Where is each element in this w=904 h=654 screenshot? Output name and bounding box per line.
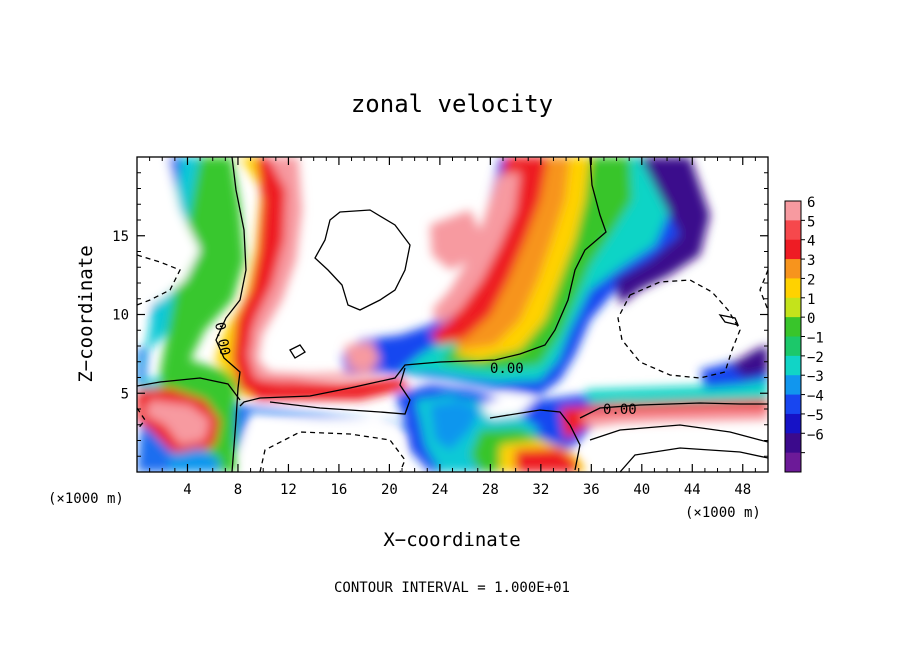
x-axis: 4 8 12 16 20 24 28 32 36 40 44 48 xyxy=(149,157,756,498)
colorbar-swatch xyxy=(785,297,801,318)
x-unit-right: (×1000 m) xyxy=(685,505,761,521)
colorbar-swatch xyxy=(785,259,801,279)
x-tick-label: 40 xyxy=(633,482,650,498)
contour-neg-left xyxy=(137,254,181,306)
contour-zero-mid xyxy=(269,367,411,415)
x-tick-label: 4 xyxy=(183,482,191,498)
contour-label-3: 0.00 xyxy=(211,321,233,357)
contour-zero-left xyxy=(215,157,247,472)
colorbar-label: −3 xyxy=(807,369,824,385)
colorbar: 6 5 4 3 2 1 0 −1 −2 −3 −4 −5 −6 xyxy=(784,195,824,473)
heatmap-field xyxy=(137,157,768,472)
colorbar-label: −1 xyxy=(807,331,824,347)
contour-zero-left-lower xyxy=(137,377,241,401)
colorbar-label: −4 xyxy=(807,389,824,405)
colorbar-label: 0 xyxy=(807,311,815,327)
x-tick-label: 36 xyxy=(583,482,600,498)
colorbar-swatch xyxy=(785,375,801,396)
x-tick-label: 12 xyxy=(280,482,297,498)
colorbar-swatch xyxy=(785,394,801,415)
colorbar-swatch xyxy=(785,220,801,241)
contour-interval-footer: CONTOUR INTERVAL = 1.000E+01 xyxy=(334,580,570,596)
colorbar-swatch xyxy=(785,239,801,260)
colorbar-swatch xyxy=(785,433,801,454)
colorbar-label: −5 xyxy=(807,408,824,424)
colorbar-swatch xyxy=(785,278,801,299)
colorbar-label: −6 xyxy=(807,427,824,443)
chart-title: zonal velocity xyxy=(351,90,553,118)
contour-zero-upper xyxy=(239,157,607,407)
colorbar-swatch xyxy=(785,317,801,337)
colorbar-label: −2 xyxy=(807,350,824,366)
contour-zero-right xyxy=(579,402,768,419)
x-tick-label: 44 xyxy=(684,482,701,498)
x-tick-label: 24 xyxy=(431,482,448,498)
contour-lines xyxy=(137,157,768,472)
contour-neg-right xyxy=(617,279,741,379)
colorbar-label: 6 xyxy=(807,195,815,211)
contour-label-1: 0.00 xyxy=(490,361,524,377)
y-tick-label: 10 xyxy=(112,308,129,324)
colorbar-label: 2 xyxy=(807,272,815,288)
x-axis-label: X−coordinate xyxy=(383,529,520,551)
x-tick-label: 8 xyxy=(234,482,242,498)
y-tick-label: 15 xyxy=(112,229,129,245)
contour-neg-lower-left xyxy=(259,431,406,472)
y-axis-label: Z−coordinate xyxy=(75,245,97,382)
x-tick-label: 32 xyxy=(532,482,549,498)
colorbar-swatch xyxy=(785,452,801,473)
contour-zero-low xyxy=(489,409,581,471)
colorbar-swatch xyxy=(785,355,801,376)
colorbar-label: 1 xyxy=(807,292,815,308)
x-tick-label: 28 xyxy=(482,482,499,498)
x-unit-left: (×1000 m) xyxy=(48,491,124,507)
x-tick-label: 16 xyxy=(330,482,347,498)
colorbar-label: 5 xyxy=(807,214,815,230)
colorbar-swatch xyxy=(785,201,801,221)
contour-label-2: 0.00 xyxy=(603,402,637,418)
colorbar-label: 4 xyxy=(807,234,815,250)
colorbar-swatch xyxy=(785,413,801,434)
y-tick-label: 5 xyxy=(121,386,129,402)
colorbar-label: 3 xyxy=(807,253,815,269)
contour-pos-upper-right xyxy=(314,209,411,311)
x-tick-label: 20 xyxy=(381,482,398,498)
colorbar-swatch xyxy=(785,336,801,357)
y-axis: 5 10 15 xyxy=(112,172,768,457)
x-tick-label: 48 xyxy=(734,482,751,498)
